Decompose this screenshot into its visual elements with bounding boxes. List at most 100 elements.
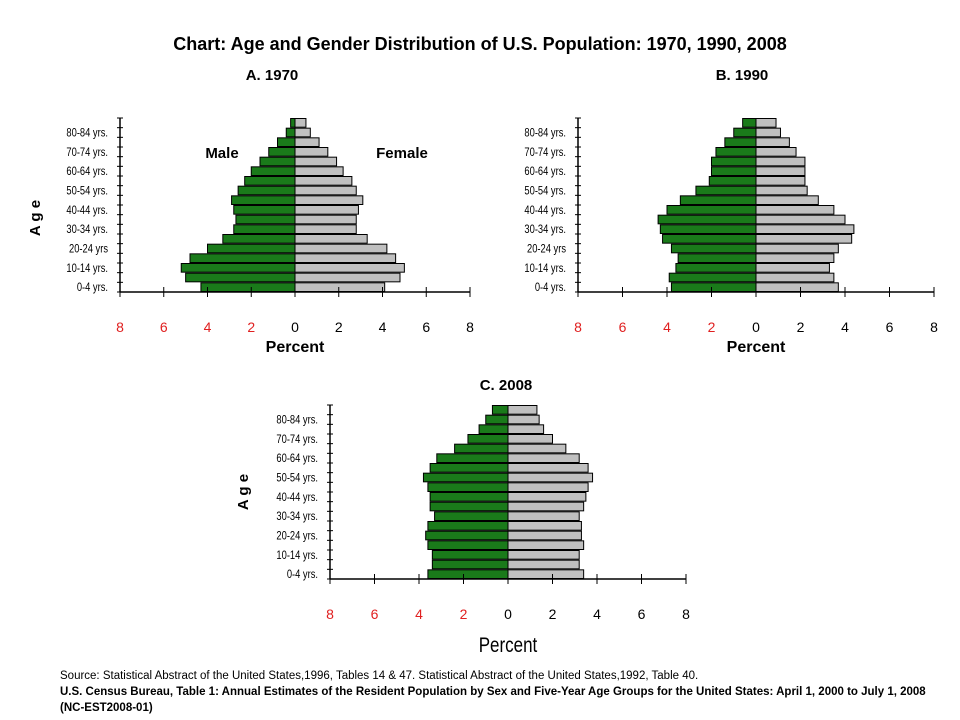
x-tick-label: 2 — [549, 606, 557, 622]
female-bar — [755, 156, 806, 167]
female-bar — [755, 185, 808, 196]
male-bar — [189, 253, 296, 263]
male-bar — [422, 472, 509, 483]
age-label: 40-44 yrs. — [276, 491, 318, 504]
male-bar — [657, 214, 757, 225]
female-bar — [507, 443, 567, 454]
age-label: 80-84 yrs. — [66, 126, 108, 139]
female-bar — [755, 253, 835, 263]
male-bar — [427, 521, 509, 531]
pyramid-1: A. 1970 8 6 4 2 0 2 4 6 8 80-84 yrs. 70-74 yrs. 60-6… — [27, 67, 474, 356]
male-bar — [427, 482, 509, 493]
female-bar — [507, 492, 587, 502]
male-bar — [711, 166, 757, 176]
x-tick-label: 4 — [841, 319, 849, 335]
male-bar — [431, 559, 509, 570]
male-bar — [233, 205, 296, 215]
male-bar — [670, 282, 757, 293]
x-tick-label: 2 — [247, 319, 255, 335]
age-label: 0-4 yrs. — [535, 281, 566, 294]
male-bar — [231, 195, 296, 205]
female-bar — [294, 166, 344, 176]
female-bar — [294, 205, 359, 215]
female-bar — [507, 501, 585, 512]
age-label: 50-54 yrs. — [276, 471, 318, 484]
pyramid-3: C. 2008 8 6 4 2 0 2 4 6 8 80-84 yrs. 70-74 yrs. 60-6… — [235, 377, 690, 658]
female-bar — [755, 195, 819, 205]
female-bar — [755, 166, 806, 176]
source-line-1: Source: Statistical Abstract of the Unit… — [60, 670, 699, 682]
source-note: Source: Statistical Abstract of the Unit… — [60, 668, 940, 716]
x-tick-label: 2 — [335, 319, 343, 335]
female-bar — [507, 530, 582, 541]
male-bar — [235, 214, 296, 225]
female-bar — [294, 253, 397, 263]
male-bar — [427, 569, 509, 579]
male-bar — [666, 205, 757, 215]
pyramid-2: B. 1990 8 6 4 2 0 2 4 6 8 80-84 yrs. 70-74 yrs. 60-6… — [524, 67, 938, 356]
female-bar — [294, 272, 401, 283]
age-label: 0-4 yrs. — [287, 568, 318, 581]
male-bar — [478, 424, 509, 435]
x-tick-label: 2 — [708, 319, 716, 335]
female-bar — [294, 127, 311, 138]
age-label: 70-74 yrs. — [524, 146, 566, 159]
female-bar — [294, 214, 357, 225]
age-label: 80-84 yrs. — [524, 126, 566, 139]
male-bar — [491, 405, 509, 415]
male-bar — [244, 176, 296, 186]
female-bar — [294, 137, 320, 147]
y-axis-label: A g e — [27, 200, 44, 236]
female-bar — [755, 243, 839, 254]
age-label: 20-24 yrs — [527, 242, 566, 255]
male-bar — [285, 127, 296, 138]
male-bar — [742, 118, 757, 128]
male-bar — [290, 118, 296, 128]
female-bar — [294, 234, 368, 244]
x-axis-label: Percent — [266, 339, 325, 356]
female-bar — [755, 205, 835, 215]
age-label: 20-24 yrs. — [276, 529, 318, 542]
x-tick-label: 0 — [504, 606, 512, 622]
male-bar — [485, 414, 509, 425]
male-bar — [431, 550, 509, 560]
x-tick-label: 6 — [422, 319, 430, 335]
x-tick-label: 8 — [466, 319, 474, 335]
female-bar — [507, 414, 540, 425]
male-bar — [675, 263, 757, 273]
male-bar — [277, 137, 296, 147]
x-tick-label: 2 — [797, 319, 805, 335]
male-bar — [425, 530, 509, 541]
male-bar — [454, 443, 509, 454]
age-label: 50-54 yrs. — [524, 184, 566, 197]
female-bar — [755, 214, 846, 225]
age-label: 10-14 yrs. — [66, 262, 108, 275]
age-label: 30-34 yrs. — [524, 223, 566, 236]
male-bar — [180, 263, 296, 273]
male-bar — [429, 463, 509, 473]
female-bar — [507, 463, 589, 473]
age-label: 30-34 yrs. — [66, 223, 108, 236]
female-bar — [507, 472, 594, 483]
female-bar — [507, 521, 582, 531]
male-bar — [185, 272, 296, 283]
female-bar — [755, 282, 839, 293]
male-bar — [233, 224, 296, 234]
x-tick-label: 4 — [663, 319, 671, 335]
male-bar — [237, 185, 296, 196]
male-bar — [222, 234, 296, 244]
male-bar — [467, 434, 509, 444]
x-tick-label: 8 — [574, 319, 582, 335]
x-tick-label: 4 — [415, 606, 423, 622]
female-bar — [755, 127, 781, 138]
male-bar — [708, 176, 757, 186]
x-tick-label: 0 — [291, 319, 299, 335]
female-bar — [507, 482, 589, 493]
male-bar — [436, 453, 509, 464]
female-bar — [294, 185, 357, 196]
male-bar — [250, 166, 296, 176]
male-bar — [679, 195, 757, 205]
female-bar — [755, 234, 853, 244]
male-bar — [711, 156, 757, 167]
x-tick-label: 8 — [682, 606, 690, 622]
